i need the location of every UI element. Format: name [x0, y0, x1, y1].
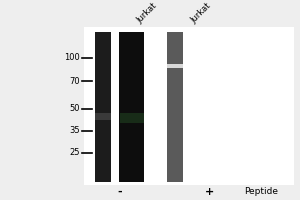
Bar: [94, 113, 111, 120]
Bar: [144, 32, 167, 182]
Text: 35: 35: [69, 126, 80, 135]
Bar: [84, 27, 294, 185]
Text: Peptide: Peptide: [244, 187, 278, 196]
Bar: [120, 113, 144, 123]
Bar: [111, 32, 118, 182]
Text: Jurkat: Jurkat: [135, 1, 158, 25]
Text: -: -: [118, 187, 122, 197]
Bar: [118, 32, 144, 182]
Text: 50: 50: [69, 104, 80, 113]
Text: Jurkat: Jurkat: [189, 1, 212, 25]
Bar: [94, 32, 111, 182]
Bar: [167, 32, 183, 182]
Text: 25: 25: [69, 148, 80, 157]
Text: 100: 100: [64, 53, 80, 62]
Bar: [167, 64, 183, 68]
Text: +: +: [206, 187, 214, 197]
Text: 70: 70: [69, 77, 80, 86]
